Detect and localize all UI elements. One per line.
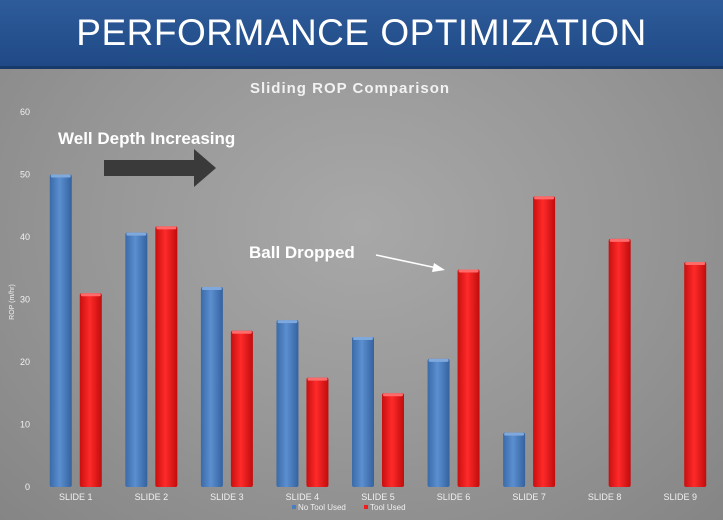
x-tick-label: SLIDE 1	[59, 492, 93, 502]
y-tick-label: 50	[20, 170, 30, 180]
bar-chart: Sliding ROP Comparison ROP (m/hr) 0 10 20 3…	[9, 80, 707, 512]
bar-no-tool-6	[427, 358, 450, 487]
bar-no-tool-4	[276, 320, 299, 487]
legend-item-no-tool: No Tool Used	[292, 503, 346, 512]
x-tick-label: SLIDE 5	[361, 492, 395, 502]
legend-item-tool: Tool Used	[364, 503, 406, 512]
annotation-well-depth: Well Depth Increasing	[58, 129, 235, 148]
bar-no-tool-1	[49, 174, 72, 487]
bar-tool-4	[306, 377, 329, 487]
y-ticks: 0 10 20 30 40 50 60	[20, 107, 30, 492]
y-tick-label: 0	[25, 482, 30, 492]
x-tick-labels: SLIDE 1 SLIDE 2 SLIDE 3 SLIDE 4 SLIDE 5 SLIDE…	[59, 492, 697, 502]
legend-swatch-no-tool	[292, 505, 296, 509]
bar-tool-9	[684, 262, 707, 487]
chart-area: Sliding ROP Comparison ROP (m/hr) 0 10 20 3…	[0, 69, 723, 520]
x-tick-label: SLIDE 9	[663, 492, 697, 502]
legend-label-tool: Tool Used	[370, 503, 406, 512]
bar-tool-3	[230, 330, 253, 487]
x-tick-label: SLIDE 4	[286, 492, 320, 502]
bars	[49, 174, 707, 487]
bar-no-tool-3	[200, 287, 223, 487]
page-title: PERFORMANCE OPTIMIZATION	[76, 12, 647, 53]
y-tick-label: 10	[20, 420, 30, 430]
bar-no-tool-7	[503, 432, 526, 487]
right-arrow-icon	[104, 149, 216, 187]
annotation-ball-dropped: Ball Dropped	[249, 243, 355, 262]
legend: No Tool Used Tool Used	[292, 503, 406, 512]
legend-label-no-tool: No Tool Used	[298, 503, 346, 512]
x-tick-label: SLIDE 2	[135, 492, 169, 502]
bar-tool-8	[608, 238, 631, 487]
x-tick-label: SLIDE 8	[588, 492, 622, 502]
x-tick-label: SLIDE 7	[512, 492, 546, 502]
bar-tool-7	[533, 196, 556, 487]
x-tick-label: SLIDE 3	[210, 492, 244, 502]
y-tick-label: 40	[20, 232, 30, 242]
bar-no-tool-2	[125, 232, 148, 487]
y-tick-label: 20	[20, 357, 30, 367]
bar-tool-5	[382, 393, 404, 487]
y-axis-label: ROP (m/hr)	[9, 284, 16, 320]
bar-tool-2	[155, 226, 178, 487]
y-tick-label: 60	[20, 107, 30, 117]
chart-title: Sliding ROP Comparison	[250, 80, 450, 97]
bar-no-tool-5	[352, 337, 374, 487]
y-tick-label: 30	[20, 295, 30, 305]
bar-tool-1	[79, 293, 102, 487]
x-tick-label: SLIDE 6	[437, 492, 471, 502]
legend-swatch-tool	[364, 505, 368, 509]
bar-tool-6	[457, 269, 480, 487]
header-banner: PERFORMANCE OPTIMIZATION	[0, 0, 723, 69]
pointer-arrow-icon	[375, 254, 445, 272]
